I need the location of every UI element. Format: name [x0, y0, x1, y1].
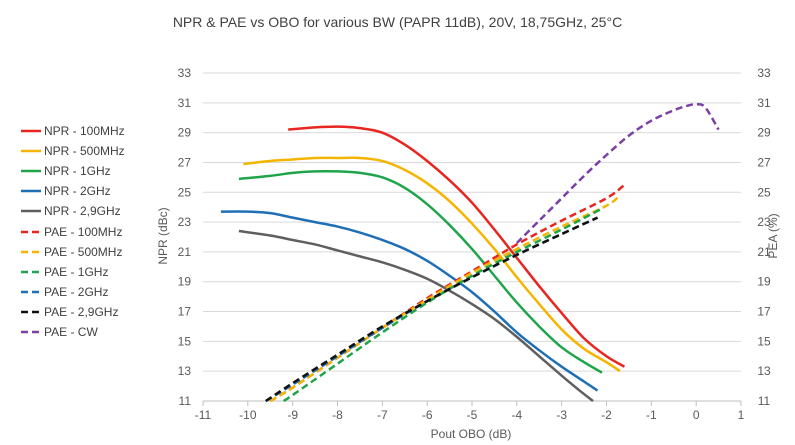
series-line-pae-cw [515, 103, 720, 244]
x-axis-label: Pout OBO (dB) [431, 427, 512, 441]
legend-item: NPR - 2GHz [20, 181, 180, 201]
legend-swatch [20, 289, 42, 295]
x-tick-label: 1 [738, 408, 745, 422]
series-lines [220, 103, 720, 403]
y2-tick-label: 15 [757, 334, 771, 348]
legend-item: PAE - 100MHz [20, 221, 180, 241]
legend-swatch [20, 309, 42, 315]
legend-swatch [20, 168, 42, 174]
x-tick-label: -4 [511, 408, 522, 422]
y-tick-label: 33 [178, 66, 192, 80]
axes: 11 11 13 13 15 15 17 17 19 19 21 21 23 23 25 25 27 27 29 29… [178, 66, 771, 422]
y-tick-label: 23 [178, 215, 192, 229]
y2-tick-label: 29 [757, 126, 771, 140]
x-tick-label: -9 [287, 408, 298, 422]
legend-swatch [20, 128, 42, 134]
series-line-pae-2-9ghz [265, 216, 599, 403]
series-line-npr-2-9ghz [238, 229, 594, 402]
x-tick-label: -2 [601, 408, 612, 422]
y2-tick-label: 21 [757, 245, 771, 259]
legend-item: NPR - 500MHz [20, 141, 180, 161]
series-line-npr-500mhz [243, 156, 621, 373]
legend-label: NPR - 2GHz [44, 184, 111, 199]
legend: NPR - 100MHz NPR - 500MHz NPR - 1GHz NPR - … [20, 121, 180, 342]
legend-item: NPR - 2,9GHz [20, 201, 180, 221]
y-tick-label: 29 [178, 126, 192, 140]
series-line-pae-1ghz [283, 207, 603, 403]
legend-label: PAE - 2GHz [44, 284, 109, 299]
x-tick-label: -5 [467, 408, 478, 422]
legend-label: NPR - 500MHz [44, 144, 125, 159]
x-tick-label: -3 [556, 408, 567, 422]
y-tick-label: 21 [178, 245, 192, 259]
y2-tick-label: 19 [757, 275, 771, 289]
y2-tick-label: 31 [757, 96, 771, 110]
y2-tick-label: 17 [757, 305, 771, 319]
y2-tick-label: 23 [757, 215, 771, 229]
series-line-npr-2ghz [220, 210, 599, 392]
series-line-npr-1ghz [238, 169, 603, 374]
legend-label: PAE - 100MHz [44, 224, 123, 239]
y-tick-label: 19 [178, 275, 192, 289]
y-tick-label: 15 [178, 334, 192, 348]
x-tick-label: -1 [646, 408, 657, 422]
y2-tick-label: 33 [757, 66, 771, 80]
y-tick-label: 13 [178, 364, 192, 378]
x-tick-label: -8 [332, 408, 343, 422]
y2-tick-label: 27 [757, 155, 771, 169]
y2-tick-label: 25 [757, 185, 771, 199]
x-tick-label: -11 [195, 408, 212, 422]
legend-label: PAE - CW [44, 324, 98, 339]
series-line-npr-100mhz [288, 125, 626, 368]
y-tick-label: 11 [179, 394, 192, 408]
legend-swatch [20, 188, 42, 194]
y-tick-label: 17 [178, 305, 192, 319]
y-tick-label: 31 [178, 96, 192, 110]
x-tick-label: -7 [377, 408, 388, 422]
series-line-pae-100mhz [269, 183, 626, 403]
legend-label: PAE - 500MHz [44, 244, 123, 259]
legend-item: PAE - 2,9GHz [20, 302, 180, 322]
y2-tick-label: 13 [757, 364, 771, 378]
legend-item: PAE - CW [20, 322, 180, 342]
legend-label: NPR - 2,9GHz [44, 204, 121, 219]
x-tick-label: -6 [422, 408, 433, 422]
legend-swatch [20, 329, 42, 335]
y2-axis-label: PEA (%) [766, 213, 780, 258]
legend-swatch [20, 249, 42, 255]
legend-item: NPR - 1GHz [20, 161, 180, 181]
chart-title: NPR & PAE vs OBO for various BW (PAPR 11… [172, 14, 623, 30]
legend-swatch [20, 269, 42, 275]
series-line-pae-500mhz [269, 194, 621, 403]
legend-item: PAE - 1GHz [20, 262, 180, 282]
legend-swatch [20, 148, 42, 154]
legend-swatch [20, 229, 42, 235]
legend-item: PAE - 500MHz [20, 242, 180, 262]
y-tick-label: 25 [178, 185, 192, 199]
legend-item: NPR - 100MHz [20, 121, 180, 141]
y-tick-label: 27 [178, 155, 192, 169]
legend-label: PAE - 2,9GHz [44, 304, 119, 319]
legend-label: PAE - 1GHz [44, 264, 109, 279]
x-tick-label: 0 [693, 408, 700, 422]
legend-item: PAE - 2GHz [20, 282, 180, 302]
legend-swatch [20, 208, 42, 214]
grid-lines [203, 72, 741, 402]
y2-tick-label: 11 [758, 394, 771, 408]
legend-label: NPR - 1GHz [44, 164, 111, 179]
legend-label: NPR - 100MHz [44, 124, 125, 139]
x-tick-label: -10 [239, 408, 257, 422]
y-axis-label: NPR (dBc) [156, 207, 170, 264]
